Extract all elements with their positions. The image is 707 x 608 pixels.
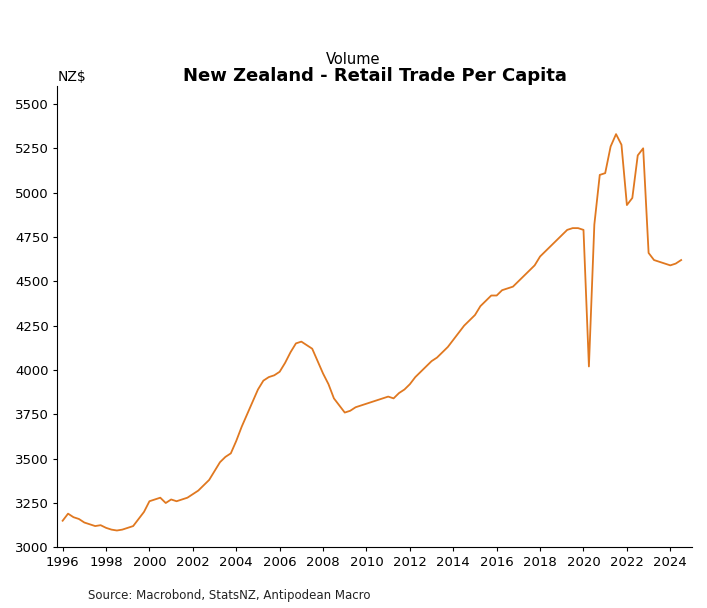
Text: Source: Macrobond, StatsNZ, Antipodean Macro: Source: Macrobond, StatsNZ, Antipodean M… [88,589,371,602]
Title: New Zealand - Retail Trade Per Capita: New Zealand - Retail Trade Per Capita [182,67,566,85]
Text: Volume: Volume [326,52,381,67]
Text: NZ$: NZ$ [57,70,86,84]
